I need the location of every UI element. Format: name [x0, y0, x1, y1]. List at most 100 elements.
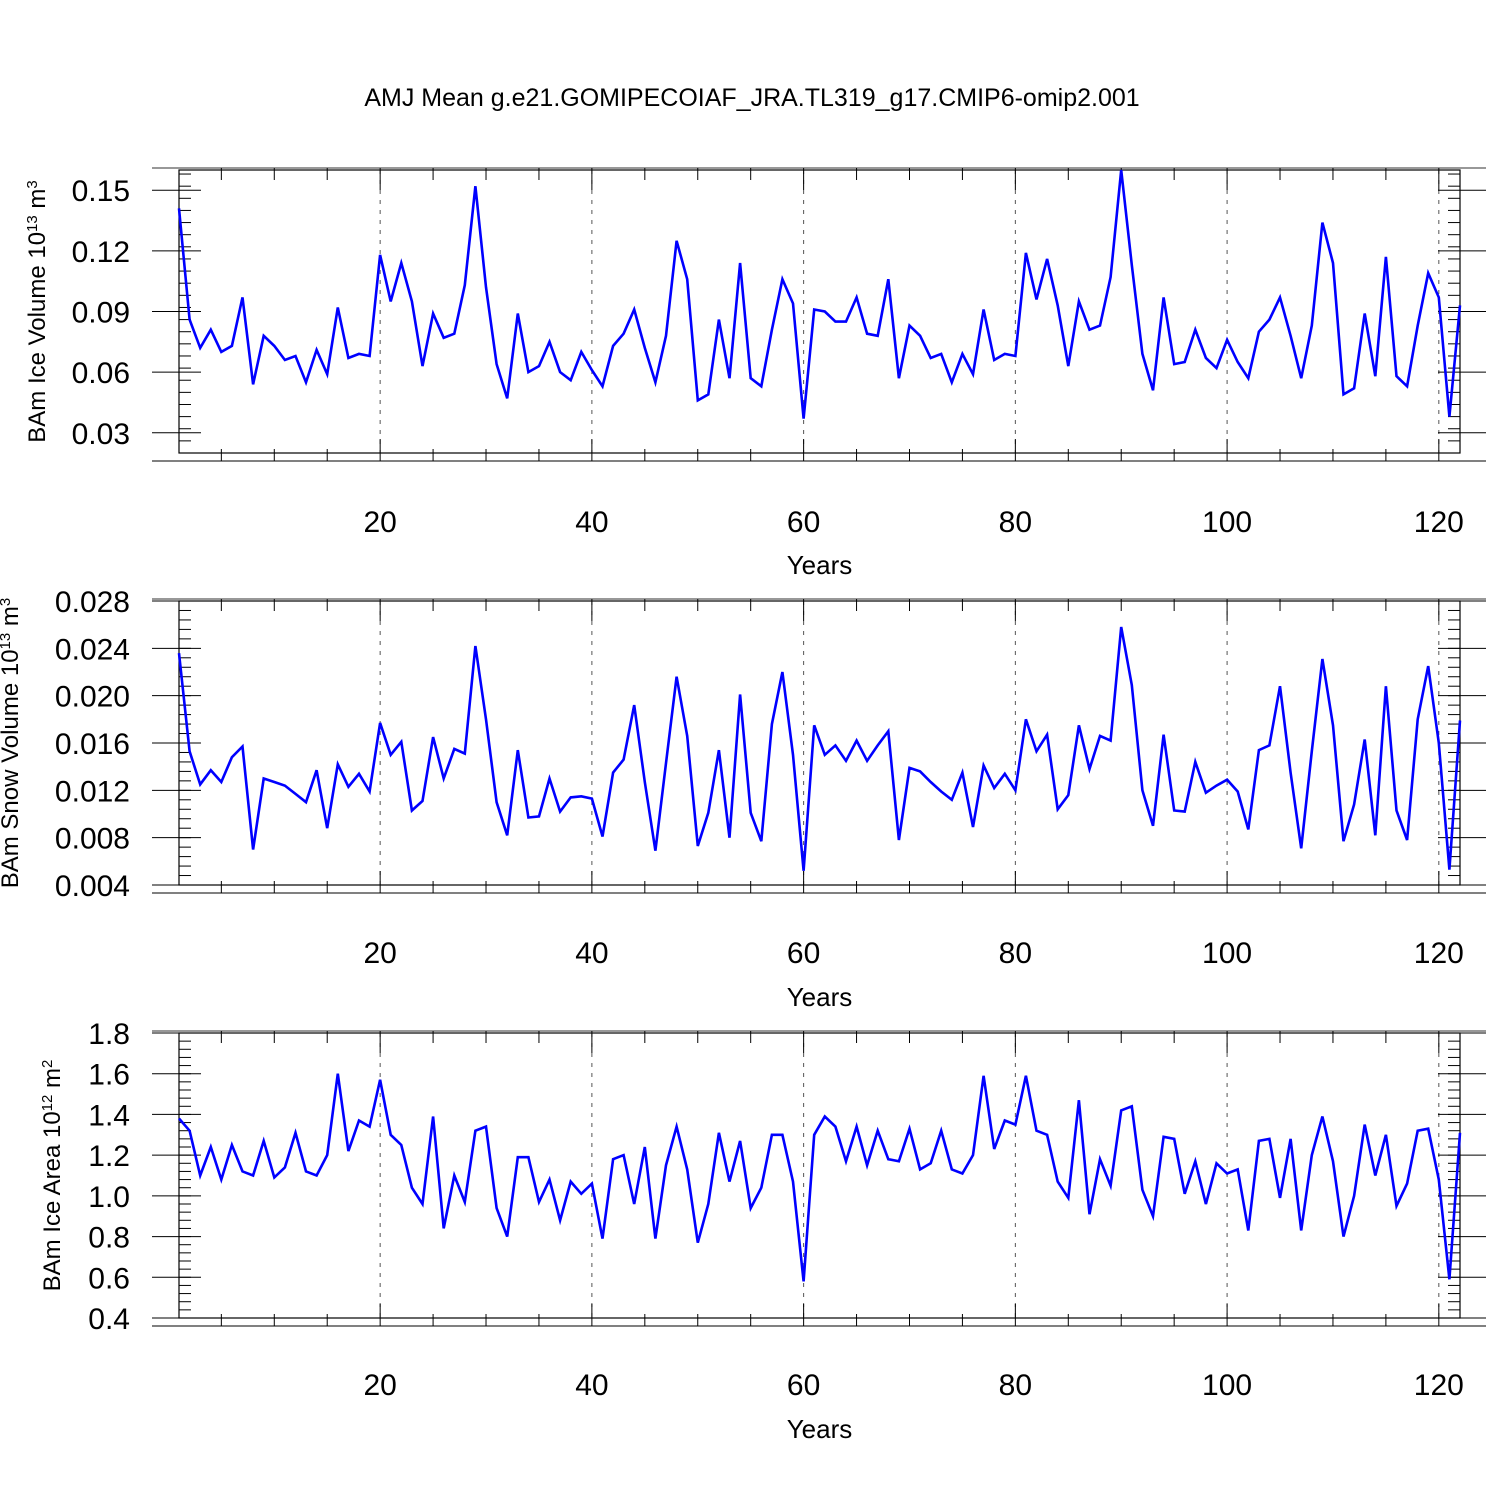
- data-point: [686, 735, 689, 738]
- data-point: [887, 1158, 890, 1161]
- data-point: [760, 1186, 763, 1189]
- data-point: [940, 1129, 943, 1132]
- data-point: [644, 781, 647, 784]
- data-point: [1427, 1127, 1430, 1130]
- data-point: [538, 1201, 541, 1204]
- x-tick-label: 80: [999, 937, 1032, 970]
- data-point: [315, 769, 318, 772]
- data-point: [199, 783, 202, 786]
- data-point: [188, 1129, 191, 1132]
- data-point: [1152, 1215, 1155, 1218]
- data-point: [1099, 735, 1102, 738]
- data-point: [485, 1125, 488, 1128]
- data-point: [252, 848, 255, 851]
- data-point: [464, 752, 467, 755]
- data-point: [1120, 626, 1123, 629]
- y-axis-label-superscript: 3: [24, 180, 41, 188]
- x-tick-label: 80: [999, 1369, 1032, 1402]
- data-point: [569, 1180, 572, 1183]
- data-point: [1046, 733, 1049, 736]
- data-point: [485, 718, 488, 721]
- data-point: [517, 749, 520, 752]
- y-tick-label: 0.6: [88, 1262, 130, 1295]
- data-point: [347, 357, 350, 360]
- data-point: [379, 722, 382, 725]
- data-point: [802, 870, 805, 873]
- data-point: [1056, 304, 1059, 307]
- data-point: [1279, 1197, 1282, 1200]
- data-point: [305, 801, 308, 804]
- data-point: [231, 756, 234, 759]
- data-point: [1004, 1119, 1007, 1122]
- data-point: [1194, 1160, 1197, 1163]
- data-point: [379, 254, 382, 257]
- data-point: [559, 371, 562, 374]
- data-point: [1078, 1099, 1081, 1102]
- data-point: [1258, 1140, 1261, 1143]
- data-point: [1300, 847, 1303, 850]
- data-point: [421, 1203, 424, 1206]
- data-point: [1194, 328, 1197, 331]
- x-tick-label: 20: [363, 937, 396, 970]
- data-point: [1226, 339, 1229, 342]
- data-point: [474, 185, 477, 188]
- y-tick-label: 0.15: [72, 175, 130, 208]
- data-point: [845, 760, 848, 763]
- data-point: [358, 1119, 361, 1122]
- data-point: [1406, 1182, 1409, 1185]
- data-point: [337, 306, 340, 309]
- y-axis-label-superscript: 13: [0, 633, 14, 650]
- data-point: [1342, 840, 1345, 843]
- y-axis-label-text: m: [24, 189, 51, 216]
- data-point: [199, 1174, 202, 1177]
- data-point: [1247, 377, 1250, 380]
- data-point: [675, 1125, 678, 1128]
- chart-panel-3: 0.4 0.6 0.8 1.0 1.2 1.4 1.6 1.8 20 40 60 80 100 120 Ye…: [39, 1018, 1486, 1444]
- data-point: [315, 349, 318, 352]
- data-point: [548, 777, 551, 780]
- data-point: [834, 320, 837, 323]
- data-point: [474, 1129, 477, 1132]
- data-point: [1438, 742, 1441, 745]
- data-point: [1353, 1195, 1356, 1198]
- data-point: [728, 836, 731, 839]
- data-point: [982, 1075, 985, 1078]
- data-point: [421, 365, 424, 368]
- data-point: [1459, 304, 1462, 307]
- data-point: [654, 381, 657, 384]
- data-point: [707, 1203, 710, 1206]
- data-point: [1205, 1203, 1208, 1206]
- data-point: [199, 347, 202, 350]
- data-point: [442, 777, 445, 780]
- data-point: [1416, 324, 1419, 327]
- data-point: [855, 1125, 858, 1128]
- data-point: [495, 801, 498, 804]
- data-point: [749, 812, 752, 815]
- y-tick-label: 0.09: [72, 297, 130, 330]
- x-tick-label: 100: [1202, 1369, 1252, 1402]
- data-point: [760, 385, 763, 388]
- data-series-line: [177, 626, 1462, 871]
- data-point: [453, 1174, 456, 1177]
- data-point: [400, 262, 403, 265]
- y-tick-label: 0.028: [55, 586, 130, 619]
- data-point: [273, 1176, 276, 1179]
- data-point: [845, 1160, 848, 1163]
- data-point: [1427, 272, 1430, 275]
- data-point: [559, 1219, 562, 1222]
- data-point: [1025, 718, 1028, 721]
- data-point: [464, 284, 467, 287]
- data-point: [188, 318, 191, 321]
- data-point: [1067, 365, 1070, 368]
- data-point: [813, 724, 816, 727]
- data-point: [262, 777, 265, 780]
- data-point: [1205, 357, 1208, 360]
- data-point: [347, 786, 350, 789]
- data-point: [1141, 353, 1144, 356]
- data-point: [580, 1193, 583, 1196]
- data-point: [252, 1174, 255, 1177]
- x-tick-label: 120: [1414, 506, 1464, 539]
- data-point: [358, 773, 361, 776]
- data-point: [1014, 1123, 1017, 1126]
